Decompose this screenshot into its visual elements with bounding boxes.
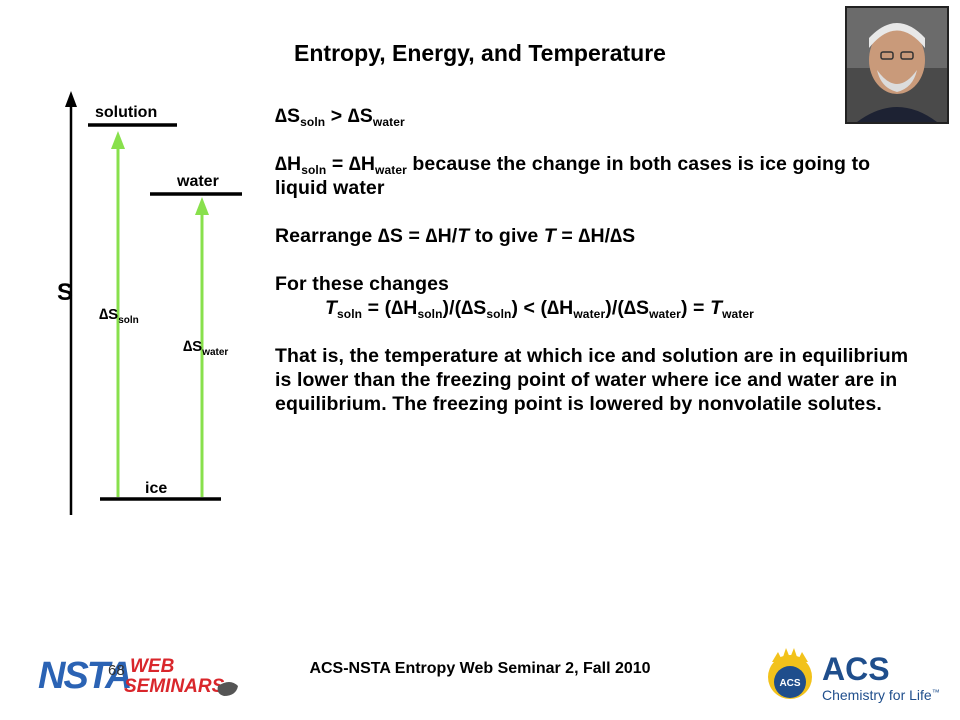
rearrange-equation: Rearrange ∆S = ∆H/T to give T = ∆H/∆S — [275, 225, 636, 247]
delta-s-soln-arrowhead — [111, 131, 125, 149]
mouse-icon — [217, 682, 238, 696]
acs-logo-text: ACS — [822, 651, 890, 687]
ice-level-label: ice — [145, 480, 167, 497]
acs-logo: ACS ACS Chemistry for Life™ — [760, 644, 940, 710]
web-logo-text: WEB — [130, 656, 175, 677]
water-level-label: water — [176, 173, 219, 190]
acs-seal-text: ACS — [779, 678, 800, 689]
slide-title: Entropy, Energy, and Temperature — [294, 40, 666, 66]
seminars-logo-text: SEMINARS — [124, 676, 225, 697]
acs-seal-icon: ACS — [768, 648, 812, 699]
solution-level-label: solution — [95, 104, 157, 121]
slide-body: ∆Ssoln > ∆Swater ∆Hsoln = ∆Hwater becaus… — [275, 104, 915, 416]
footer-text: ACS-NSTA Entropy Web Seminar 2, Fall 201… — [309, 660, 651, 677]
entropy-inequality: ∆Ssoln > ∆Swater — [275, 105, 405, 129]
entropy-diagram: S solution water ice ∆Ssoln ∆Swater — [55, 85, 250, 520]
nsta-logo-text: NSTA — [38, 655, 131, 697]
nsta-web-seminars-logo: NSTA WEB SEMINARS — [38, 650, 248, 700]
delta-s-soln-label: ∆Ssoln — [99, 306, 139, 326]
temperature-comparison: Tsoln = (∆Hsoln)/(∆Ssoln) < (∆Hwater)/(∆… — [325, 297, 754, 321]
speaker-photo — [845, 6, 949, 124]
s-axis-label: S — [57, 279, 73, 306]
s-axis-arrowhead — [65, 91, 77, 107]
page-number: 68 — [108, 662, 125, 679]
delta-s-water-label: ∆Swater — [183, 338, 228, 358]
delta-s-water-arrowhead — [195, 197, 209, 215]
acs-tagline: Chemistry for Life™ — [822, 687, 940, 703]
conclusion-paragraph: That is, the temperature at which ice an… — [275, 345, 909, 415]
for-these-changes: For these changes — [275, 273, 450, 295]
enthalpy-equality: ∆Hsoln = ∆Hwater because the change in b… — [275, 153, 871, 199]
